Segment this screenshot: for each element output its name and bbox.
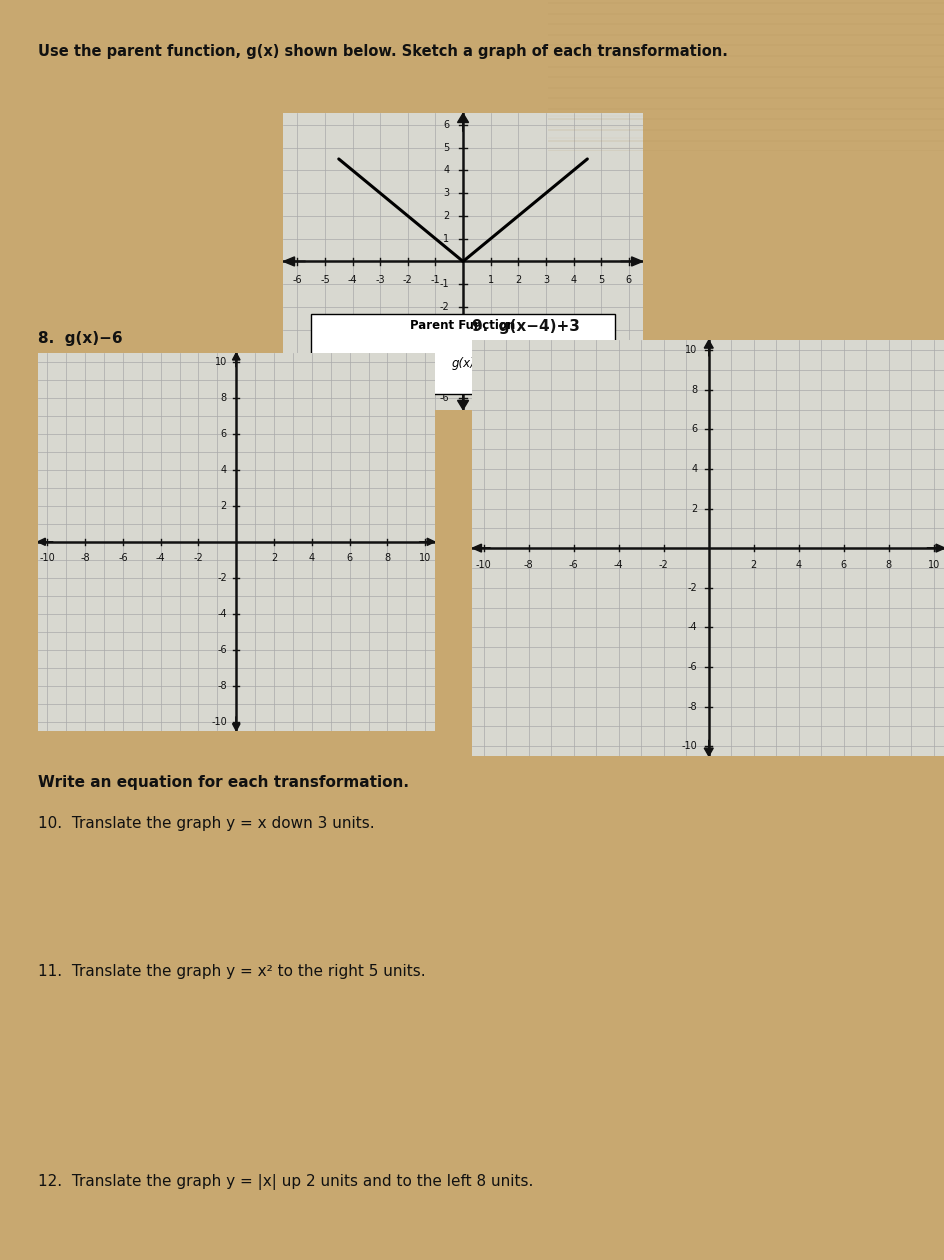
Text: 2: 2 [514, 275, 521, 285]
Text: Write an equation for each transformation.: Write an equation for each transformatio… [38, 775, 409, 790]
Text: 12.  Translate the graph y = |x| up 2 units and to the left 8 units.: 12. Translate the graph y = |x| up 2 uni… [38, 1174, 532, 1191]
Text: g(x): g(x) [450, 358, 475, 370]
FancyArrow shape [232, 717, 240, 731]
Text: -1: -1 [430, 275, 440, 285]
Text: 2: 2 [271, 553, 277, 563]
Text: 6: 6 [221, 428, 227, 438]
Text: 8: 8 [885, 559, 891, 570]
FancyArrow shape [38, 538, 53, 546]
Text: -6: -6 [687, 662, 697, 672]
FancyArrow shape [703, 340, 713, 357]
Text: -4: -4 [156, 553, 165, 563]
FancyArrow shape [620, 257, 642, 266]
Text: 6: 6 [625, 275, 632, 285]
Text: -3: -3 [439, 325, 448, 335]
Text: 1: 1 [443, 233, 448, 243]
Text: -2: -2 [217, 573, 227, 583]
Text: -10: -10 [211, 717, 227, 727]
Text: -4: -4 [217, 609, 227, 619]
Text: -8: -8 [217, 680, 227, 690]
Text: 2: 2 [443, 210, 448, 220]
Text: -6: -6 [439, 393, 448, 403]
Text: 3: 3 [542, 275, 548, 285]
Text: 2: 2 [750, 559, 756, 570]
Text: 8: 8 [691, 384, 697, 394]
Text: 4: 4 [795, 559, 801, 570]
Text: -4: -4 [614, 559, 623, 570]
Text: 5: 5 [598, 275, 603, 285]
Text: 4: 4 [221, 465, 227, 475]
FancyArrow shape [703, 740, 713, 756]
Text: 10.  Translate the graph y = x down 3 units.: 10. Translate the graph y = x down 3 uni… [38, 816, 374, 832]
Text: 8: 8 [221, 393, 227, 403]
Text: 4: 4 [309, 553, 314, 563]
Text: 4: 4 [691, 464, 697, 474]
Text: -5: -5 [439, 370, 448, 381]
Text: -4: -4 [439, 348, 448, 358]
Text: 9.  g(x−4)+3: 9. g(x−4)+3 [472, 319, 580, 334]
Text: 10: 10 [684, 345, 697, 355]
Text: 6: 6 [443, 120, 448, 130]
Text: -4: -4 [687, 622, 697, 633]
Text: Parent Function: Parent Function [410, 319, 515, 331]
Text: 10: 10 [214, 357, 227, 367]
Text: -10: -10 [40, 553, 55, 563]
Text: 6: 6 [346, 553, 352, 563]
FancyArrow shape [472, 544, 490, 552]
Text: -2: -2 [658, 559, 668, 570]
Text: 11.  Translate the graph y = x² to the right 5 units.: 11. Translate the graph y = x² to the ri… [38, 964, 425, 979]
Text: -5: -5 [320, 275, 329, 285]
FancyArrow shape [232, 353, 240, 367]
Text: 5: 5 [443, 142, 448, 152]
FancyArrow shape [283, 257, 305, 266]
Text: 8.  g(x)−6: 8. g(x)−6 [38, 331, 123, 346]
Text: 8: 8 [384, 553, 390, 563]
Text: 3: 3 [443, 188, 448, 198]
Text: -6: -6 [217, 645, 227, 655]
FancyArrow shape [419, 538, 434, 546]
Text: -2: -2 [439, 302, 448, 312]
Text: 10: 10 [927, 559, 939, 570]
Text: -10: -10 [681, 741, 697, 751]
Text: 1: 1 [487, 275, 493, 285]
Text: 6: 6 [691, 425, 697, 435]
Text: -6: -6 [293, 275, 302, 285]
Text: -8: -8 [687, 702, 697, 712]
FancyBboxPatch shape [311, 314, 615, 393]
Text: Use the parent function, g(x) shown below. Sketch a graph of each transformation: Use the parent function, g(x) shown belo… [38, 44, 727, 59]
Text: -10: -10 [476, 559, 491, 570]
Text: -2: -2 [402, 275, 413, 285]
Text: -1: -1 [439, 280, 448, 290]
Text: 6: 6 [840, 559, 846, 570]
Text: -3: -3 [375, 275, 384, 285]
Text: 4: 4 [570, 275, 576, 285]
Text: -8: -8 [523, 559, 533, 570]
Text: -8: -8 [80, 553, 90, 563]
Text: -2: -2 [194, 553, 203, 563]
Text: 4: 4 [443, 165, 448, 175]
Text: -2: -2 [687, 582, 697, 592]
Text: 2: 2 [220, 500, 227, 510]
Text: 2: 2 [690, 504, 697, 514]
Text: -4: -4 [347, 275, 357, 285]
Text: -6: -6 [568, 559, 578, 570]
Text: 10: 10 [419, 553, 430, 563]
FancyArrow shape [457, 392, 468, 410]
FancyArrow shape [457, 113, 468, 131]
FancyArrow shape [926, 544, 944, 552]
Text: -6: -6 [118, 553, 127, 563]
